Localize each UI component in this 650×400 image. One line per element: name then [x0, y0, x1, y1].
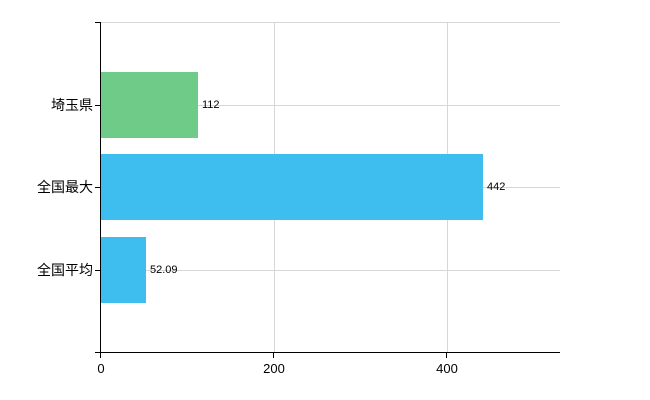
gridline-horizontal-top — [101, 22, 560, 23]
y-axis-tick — [95, 22, 100, 23]
x-tick-label: 400 — [436, 361, 458, 376]
x-tick-label: 200 — [263, 361, 285, 376]
x-axis-tick — [273, 353, 274, 358]
value-label: 112 — [202, 99, 220, 111]
category-label: 埼玉県 — [51, 97, 93, 113]
bar — [101, 154, 483, 220]
category-label: 全国平均 — [37, 262, 93, 278]
y-axis-line — [100, 22, 101, 353]
y-axis-tick — [95, 105, 100, 106]
category-label: 全国最大 — [37, 179, 93, 195]
x-axis-tick — [100, 353, 101, 358]
y-axis-tick — [95, 270, 100, 271]
bar — [101, 72, 198, 138]
value-label: 52.09 — [150, 264, 178, 276]
x-axis-line — [95, 352, 560, 353]
x-tick-label: 0 — [97, 361, 105, 376]
value-label: 442 — [487, 181, 506, 193]
bar — [101, 237, 146, 303]
x-axis-tick — [446, 353, 447, 358]
y-axis-tick — [95, 187, 100, 188]
